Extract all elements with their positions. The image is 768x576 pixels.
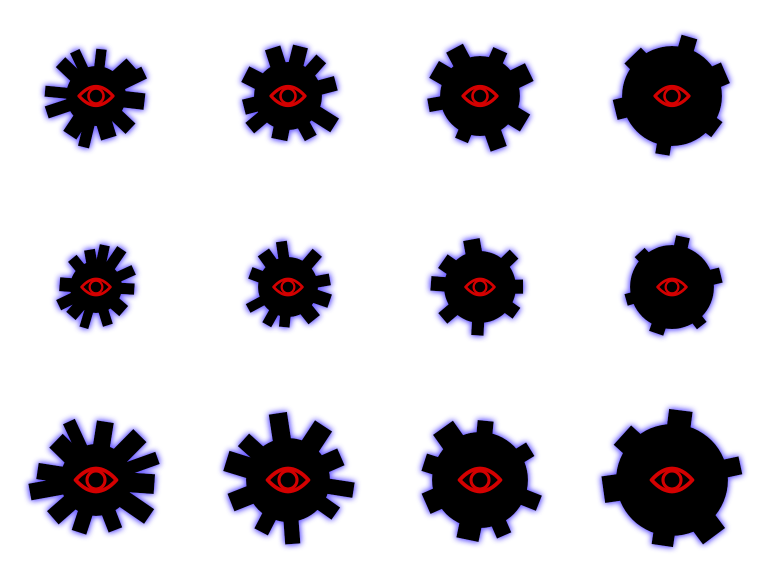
eye-pupil bbox=[280, 279, 296, 295]
gear-tooth bbox=[613, 425, 644, 457]
gear-body bbox=[254, 62, 322, 130]
gear-eye-icon-r2c3 bbox=[430, 238, 524, 336]
eye-outline bbox=[656, 277, 688, 297]
gear-tooth bbox=[268, 411, 292, 446]
gear-eye-icon-r3c2 bbox=[223, 411, 355, 545]
eye-outline bbox=[269, 84, 307, 108]
gear-tooth bbox=[690, 511, 726, 545]
eye-pupil bbox=[85, 469, 107, 491]
gear-body bbox=[246, 438, 330, 522]
eye-pupil bbox=[88, 279, 104, 295]
gear-eye-icon-r2c4 bbox=[624, 235, 723, 336]
eye-outline bbox=[77, 84, 115, 108]
eye-outline bbox=[649, 466, 695, 494]
eye-pupil bbox=[87, 87, 105, 105]
gear-body bbox=[60, 444, 132, 516]
gear-eye-icon-r3c1 bbox=[28, 418, 160, 535]
eye-outline bbox=[73, 466, 119, 494]
gear-tooth bbox=[44, 85, 73, 100]
gear-body bbox=[622, 46, 722, 146]
gear-tooth bbox=[92, 420, 114, 452]
eye-pupil bbox=[663, 87, 681, 105]
gear-tooth bbox=[322, 477, 355, 498]
eye-outline bbox=[272, 277, 304, 297]
gear-tooth bbox=[125, 472, 156, 494]
gear-body bbox=[70, 261, 122, 313]
eye-pupil bbox=[469, 469, 491, 491]
eye-pupil bbox=[277, 469, 299, 491]
gear-body bbox=[616, 424, 728, 536]
gear-eye-icon-r1c2 bbox=[241, 44, 340, 142]
gear-eye-icon-r1c4 bbox=[612, 34, 730, 156]
gear-tooth bbox=[437, 254, 461, 277]
eye-outline bbox=[457, 466, 503, 494]
gear-tooth bbox=[432, 420, 466, 453]
gear-tooth bbox=[36, 462, 68, 484]
eye-pupil bbox=[661, 469, 683, 491]
gear-eye-icon-r3c4 bbox=[601, 408, 743, 548]
eye-outline bbox=[80, 277, 112, 297]
gear-tooth bbox=[28, 477, 69, 501]
gear-tooth bbox=[283, 515, 301, 545]
gear-eye-icon-r1c1 bbox=[44, 48, 148, 149]
gear-body bbox=[66, 66, 126, 126]
eye-pupil bbox=[472, 279, 488, 295]
eye-outline bbox=[265, 466, 311, 494]
gear-body bbox=[630, 245, 714, 329]
gear-tooth bbox=[122, 451, 160, 477]
gear-eye-icon-r2c1 bbox=[56, 244, 136, 330]
eye-pupil bbox=[279, 87, 297, 105]
gear-tooth bbox=[62, 418, 90, 456]
gear-body bbox=[440, 56, 520, 136]
gear-eye-icon-r2c2 bbox=[245, 240, 332, 328]
gear-eye-icon-r3c3 bbox=[421, 420, 542, 543]
eye-outline bbox=[461, 84, 499, 108]
eye-outline bbox=[464, 277, 496, 297]
gear-eye-icon-r1c3 bbox=[427, 43, 534, 152]
gear-body bbox=[258, 257, 318, 317]
gear-body bbox=[444, 251, 516, 323]
eye-pupil bbox=[664, 279, 680, 295]
gear-body bbox=[432, 432, 528, 528]
eye-outline bbox=[653, 84, 691, 108]
gear-tooth bbox=[624, 47, 650, 73]
eye-pupil bbox=[471, 87, 489, 105]
